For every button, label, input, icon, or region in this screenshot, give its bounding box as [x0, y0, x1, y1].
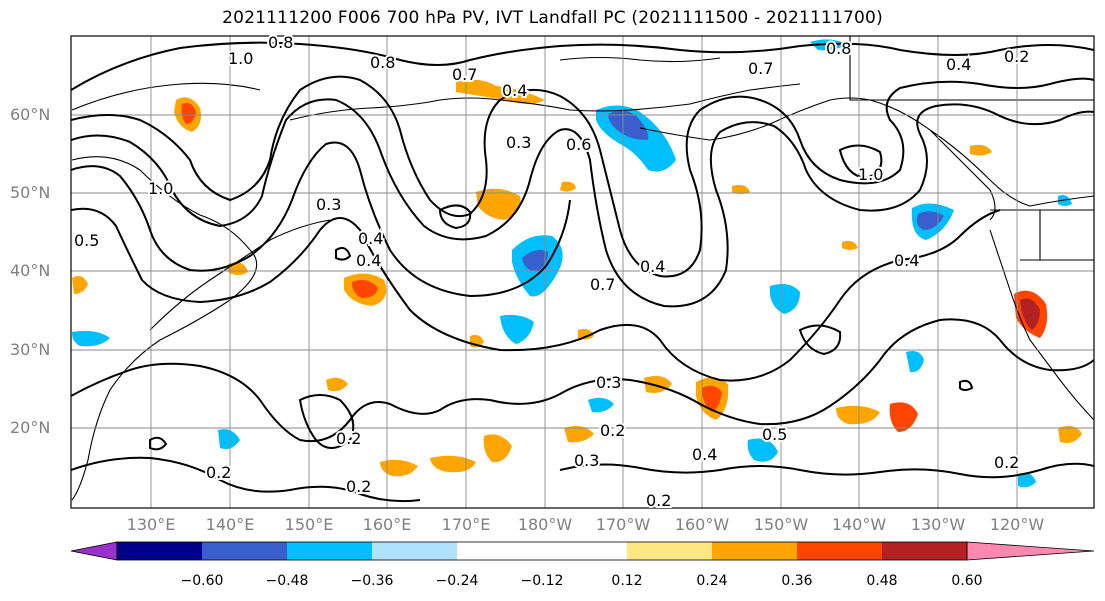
contour-label: 0.5: [762, 425, 787, 444]
colorbar-segment: [287, 542, 372, 560]
colorbar-extend-low: [70, 541, 118, 561]
contour-label: 0.4: [946, 55, 971, 74]
lon-label: 130°E: [126, 515, 176, 534]
contour-label: 0.3: [506, 133, 531, 152]
lat-label: 30°N: [10, 340, 51, 359]
lon-label: 130°W: [910, 515, 966, 534]
map-frame: [70, 35, 1095, 509]
contour-label: 0.4: [356, 251, 381, 270]
colorbar-tick-label: −0.24: [435, 573, 479, 589]
colorbar-tick-label: 0.36: [781, 573, 813, 589]
contour-label: 0.7: [452, 65, 477, 84]
graticule: [71, 36, 1094, 508]
lon-label: 140°E: [205, 515, 255, 534]
contour-label: 0.3: [574, 451, 599, 470]
contour-label: 0.2: [346, 477, 371, 496]
contour-label: 1.0: [858, 165, 883, 184]
colorbar-tick-label: −0.48: [265, 573, 309, 589]
contour-label: 0.2: [1004, 47, 1029, 66]
colorbar-tick-label: 0.48: [866, 573, 898, 589]
colorbar-segment: [372, 542, 457, 560]
colorbar-tick-label: −0.36: [350, 573, 394, 589]
lat-label: 20°N: [10, 418, 51, 437]
contour-label: 0.4: [358, 229, 383, 248]
contour-label: 0.4: [692, 445, 717, 464]
contour-label: 0.2: [206, 463, 231, 482]
contour-label: 0.8: [370, 53, 395, 72]
contour-label: 0.4: [640, 257, 665, 276]
colorbar-tick-label: 0.12: [611, 573, 643, 589]
colorbar-segment: [627, 542, 712, 560]
contour-label: 0.5: [74, 231, 99, 250]
lon-label: 180°W: [517, 515, 573, 534]
lat-label: 40°N: [10, 261, 51, 280]
contour-label: 0.3: [596, 373, 621, 392]
contour-label: 0.7: [748, 59, 773, 78]
lon-label: 120°W: [989, 515, 1045, 534]
lon-label: 160°E: [362, 515, 412, 534]
lon-label: 160°W: [674, 515, 730, 534]
colorbar-segment: [712, 542, 797, 560]
colorbar-tick-label: 0.24: [696, 573, 728, 589]
colorbar: [70, 541, 1095, 561]
contour-label: 0.4: [502, 81, 527, 100]
lon-label: 150°E: [284, 515, 334, 534]
contour-label-group: 0.8 1.0 0.8 0.7 0.4 0.3 0.6 0.7 0.8 0.4 …: [72, 31, 1031, 512]
lat-label: 50°N: [10, 183, 51, 202]
contour-label: 1.0: [148, 179, 173, 198]
colorbar-tick-label: 0.60: [951, 573, 983, 589]
contour-label: 0.2: [646, 491, 671, 510]
contour-label: 0.3: [316, 195, 341, 214]
lon-label: 170°E: [441, 515, 491, 534]
contour-label: 0.2: [600, 421, 625, 440]
colorbar-segment: [542, 542, 627, 560]
colorbar-tick-label: −0.12: [520, 573, 564, 589]
lon-label: 150°W: [753, 515, 809, 534]
chart-title: 2021111200 F006 700 hPa PV, IVT Landfall…: [222, 8, 883, 28]
contour-label: 1.0: [228, 49, 253, 68]
colorbar-segment: [117, 542, 202, 560]
colorbar-segment: [457, 542, 542, 560]
colorbar-outline: [116, 541, 968, 561]
colorbar-segment: [202, 542, 287, 560]
lat-label: 60°N: [10, 105, 51, 124]
contour-label: 0.2: [336, 429, 361, 448]
contour-label: 0.2: [994, 453, 1019, 472]
contour-layer: [71, 41, 1094, 503]
colorbar-segment: [882, 542, 967, 560]
colorbar-extend-high: [966, 541, 1095, 561]
lon-label: 140°W: [831, 515, 887, 534]
contour-label: 0.8: [268, 33, 293, 52]
colorbar-segment: [797, 542, 882, 560]
lon-label: 170°W: [595, 515, 651, 534]
contour-label: 0.6: [566, 135, 591, 154]
colorbar-tick-label: −0.60: [180, 573, 224, 589]
contour-label: 0.7: [590, 275, 615, 294]
contour-label: 0.4: [894, 251, 919, 270]
pv-fill-layer: [72, 39, 1082, 488]
contour-label: 0.8: [826, 39, 851, 58]
